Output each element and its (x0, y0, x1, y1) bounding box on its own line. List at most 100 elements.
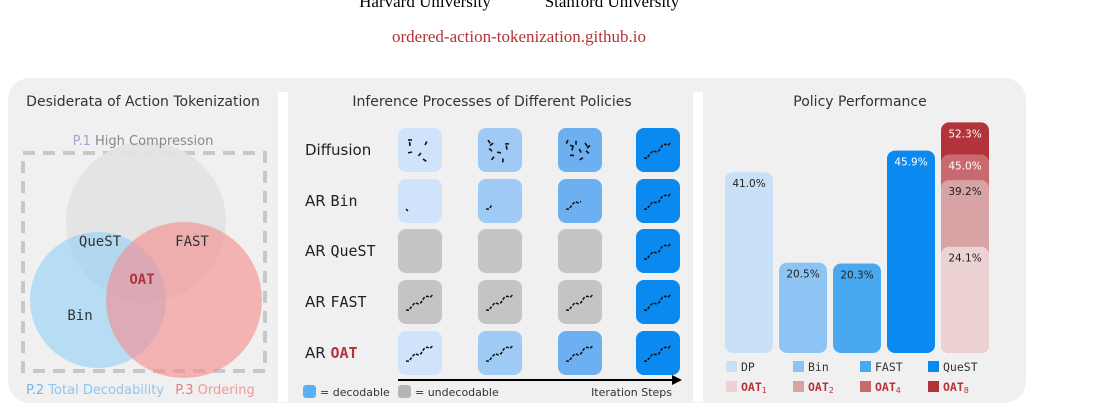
action-trajectory (405, 294, 434, 311)
property-label: P.2 Total Decodability (26, 383, 164, 398)
action-stroke (487, 139, 491, 144)
venn-circle (106, 222, 262, 378)
action-trajectory (643, 193, 672, 210)
legend-label: Bin (808, 360, 829, 374)
row-name: Diffusion (305, 141, 371, 159)
affiliation: Stanford University (545, 0, 680, 11)
value-label: 52.3% (948, 128, 981, 140)
row-prefix: AR (305, 192, 326, 210)
step-tile (558, 280, 602, 324)
action-stroke (488, 147, 493, 152)
action-stroke (407, 151, 413, 154)
action-stroke (424, 141, 428, 146)
action-stroke (584, 142, 589, 147)
step-tile (398, 128, 442, 172)
step-tile (636, 229, 680, 273)
property-text: Ordering (198, 383, 255, 398)
action-stroke (505, 145, 508, 150)
step-tile (478, 128, 522, 172)
legend-label: OAT1 (741, 380, 767, 395)
value-label: 41.0% (732, 178, 765, 190)
action-stroke (571, 146, 574, 151)
step-tile (478, 179, 522, 223)
axis-label: Iteration Steps (591, 386, 672, 399)
step-tile (558, 179, 602, 223)
action-stroke (569, 144, 575, 148)
legend-label: OAT4 (875, 380, 901, 395)
action-trajectory (485, 345, 514, 362)
value-label: 20.3% (840, 269, 873, 281)
arrow-head (672, 375, 682, 385)
property-id: P.3 (175, 383, 193, 398)
row-prefix: AR (305, 344, 326, 362)
affiliation: Harvard University (359, 0, 491, 11)
row-name: QueST (330, 242, 375, 260)
step-tile (398, 179, 442, 223)
action-stroke (565, 139, 569, 144)
row-label: AR OAT (305, 344, 358, 362)
action-trajectory (405, 208, 409, 212)
action-stroke (490, 156, 495, 161)
step-tile (398, 280, 442, 324)
row-label: Diffusion (305, 141, 371, 159)
action-trajectory (565, 345, 594, 362)
legend-swatch (726, 361, 737, 372)
venn-label: OAT (129, 272, 154, 288)
action-stroke (578, 148, 582, 153)
panel-title: Policy Performance (793, 94, 926, 110)
legend-label: FAST (875, 360, 903, 374)
project-link[interactable]: ordered-action-tokenization.github.io (392, 27, 646, 46)
row-label: AR FAST (305, 293, 367, 311)
action-trajectory (643, 345, 672, 362)
action-stroke (579, 157, 584, 161)
step-tile (478, 331, 522, 375)
step-tile (636, 128, 680, 172)
bar (887, 150, 935, 353)
row-name: Bin (330, 192, 357, 210)
step-tile (398, 229, 442, 273)
property-text: Total Decodability (47, 383, 164, 398)
legend-swatch (928, 361, 939, 372)
legend-swatch (398, 385, 411, 398)
legend-label: = decodable (320, 386, 390, 399)
property-text: High Compression (95, 134, 213, 149)
legend-label: OAT8 (943, 380, 969, 395)
row-prefix: AR (305, 242, 326, 260)
action-stroke (496, 151, 502, 154)
legend-sub: 2 (829, 386, 834, 395)
step-tile (558, 229, 602, 273)
action-trajectory (565, 294, 594, 311)
legend-name: OAT (875, 380, 896, 394)
divider (693, 92, 703, 402)
panel-title: Inference Processes of Different Policie… (352, 94, 631, 110)
row-prefix: AR (305, 293, 326, 311)
step-tile (558, 331, 602, 375)
value-label: 45.0% (948, 161, 981, 173)
action-trajectory (643, 142, 672, 159)
action-stroke (417, 152, 422, 157)
legend-swatch (726, 381, 737, 392)
legend-sub: 8 (964, 386, 969, 395)
legend-name: OAT (741, 380, 762, 394)
bar (725, 172, 773, 353)
action-trajectory (643, 294, 672, 311)
step-tile (636, 280, 680, 324)
action-stroke (585, 150, 590, 155)
bar (941, 246, 989, 353)
venn-label: Bin (67, 308, 92, 324)
action-trajectory (485, 204, 493, 210)
step-tile (398, 331, 442, 375)
step-tile (478, 229, 522, 273)
legend-swatch (860, 361, 871, 372)
step-tile (636, 331, 680, 375)
action-stroke (422, 158, 427, 162)
row-name: OAT (330, 344, 357, 362)
bar (833, 263, 881, 353)
legend-sub: 4 (896, 386, 901, 395)
legend-label: QueST (943, 360, 978, 374)
legend-label: = undecodable (415, 386, 499, 399)
property-label: P.3 Ordering (175, 383, 254, 398)
legend-name: OAT (943, 380, 964, 394)
value-label: 24.1% (948, 253, 981, 265)
